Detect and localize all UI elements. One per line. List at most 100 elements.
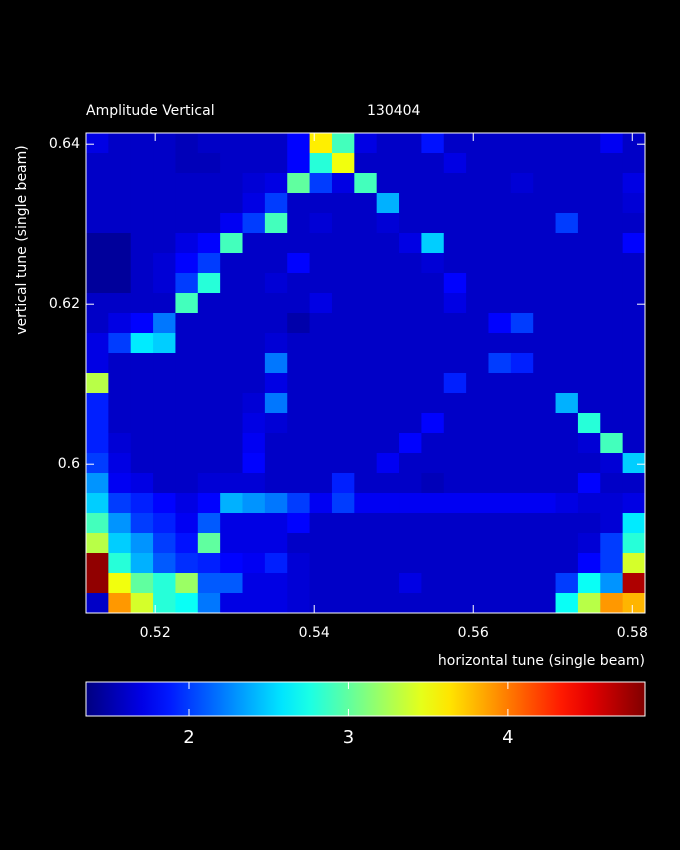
heatmap-cell bbox=[153, 373, 176, 394]
y-axis-label: vertical tune (single beam) bbox=[14, 145, 30, 335]
heatmap-cell bbox=[577, 293, 601, 314]
heatmap-cell bbox=[264, 333, 288, 354]
heatmap-cell bbox=[443, 553, 467, 574]
heatmap-cell bbox=[354, 433, 378, 454]
heatmap-cell bbox=[331, 533, 355, 554]
heatmap-cell bbox=[622, 153, 646, 174]
heatmap-cell bbox=[488, 473, 512, 494]
heatmap-cell bbox=[220, 373, 244, 394]
heatmap-cell bbox=[376, 553, 400, 574]
heatmap-cell bbox=[510, 133, 534, 154]
heatmap-cell bbox=[86, 493, 109, 514]
heatmap-cell bbox=[354, 173, 378, 194]
heatmap-cell bbox=[376, 193, 400, 214]
heatmap-cell bbox=[153, 593, 176, 614]
heatmap-cell bbox=[533, 473, 557, 494]
heatmap-cell bbox=[577, 473, 601, 494]
heatmap-cell bbox=[399, 293, 422, 314]
heatmap-cell bbox=[510, 413, 534, 434]
heatmap-cell bbox=[264, 593, 288, 614]
heatmap-cell bbox=[130, 373, 154, 394]
heatmap-cell bbox=[153, 333, 176, 354]
heatmap-cell bbox=[354, 553, 378, 574]
heatmap-cell bbox=[510, 593, 534, 614]
heatmap-cell bbox=[242, 413, 266, 434]
heatmap-cell bbox=[331, 353, 355, 374]
heatmap-cell bbox=[264, 313, 288, 334]
heatmap-cell bbox=[108, 273, 132, 294]
heatmap-cell bbox=[399, 573, 422, 594]
heatmap-cell bbox=[309, 453, 333, 474]
heatmap-cell bbox=[130, 233, 154, 254]
heatmap-cell bbox=[622, 313, 646, 334]
heatmap-cell bbox=[376, 573, 400, 594]
heatmap-cell bbox=[533, 193, 557, 214]
heatmap-cell bbox=[220, 253, 244, 274]
heatmap-cell bbox=[175, 333, 199, 354]
heatmap-cell bbox=[309, 573, 333, 594]
heatmap-cell bbox=[622, 473, 646, 494]
heatmap-cell bbox=[86, 353, 109, 374]
heatmap-cell bbox=[287, 513, 311, 534]
heatmap-cell bbox=[421, 213, 445, 234]
heatmap-cell bbox=[466, 553, 489, 574]
heatmap-cell bbox=[264, 273, 288, 294]
heatmap-cell bbox=[421, 133, 445, 154]
heatmap-cell bbox=[376, 253, 400, 274]
heatmap-cell bbox=[376, 213, 400, 234]
heatmap-cell bbox=[86, 533, 109, 554]
heatmap-cell bbox=[331, 173, 355, 194]
heatmap-cell bbox=[130, 493, 154, 514]
heatmap-cell bbox=[443, 533, 467, 554]
heatmap-cell bbox=[108, 513, 132, 534]
heatmap-cell bbox=[130, 393, 154, 414]
heatmap-cell bbox=[600, 393, 624, 414]
heatmap-cell bbox=[86, 373, 109, 394]
heatmap-cell bbox=[354, 233, 378, 254]
heatmap-cell bbox=[242, 373, 266, 394]
heatmap-cell bbox=[376, 333, 400, 354]
heatmap-cell bbox=[108, 453, 132, 474]
heatmap-cell bbox=[354, 393, 378, 414]
heatmap-cell bbox=[130, 213, 154, 234]
heatmap-cell bbox=[600, 433, 624, 454]
y-tick-label: 0.6 bbox=[58, 456, 80, 472]
heatmap-cell bbox=[86, 593, 109, 614]
heatmap-cell bbox=[555, 493, 579, 514]
heatmap-cell bbox=[287, 393, 311, 414]
heatmap-cell bbox=[175, 433, 199, 454]
heatmap-cell bbox=[287, 413, 311, 434]
heatmap-cell bbox=[130, 453, 154, 474]
heatmap-cell bbox=[108, 313, 132, 334]
heatmap-cell bbox=[354, 573, 378, 594]
heatmap-cell bbox=[220, 153, 244, 174]
heatmap-cell bbox=[622, 433, 646, 454]
plot-frame bbox=[85, 132, 646, 614]
heatmap-cell bbox=[421, 273, 445, 294]
heatmap-cell bbox=[153, 253, 176, 274]
heatmap-cell bbox=[399, 413, 422, 434]
heatmap-cell bbox=[510, 353, 534, 374]
heatmap-cell bbox=[108, 213, 132, 234]
heatmap-cell bbox=[488, 193, 512, 214]
heatmap-cell bbox=[197, 273, 221, 294]
heatmap-cell bbox=[488, 533, 512, 554]
heatmap-cell bbox=[555, 513, 579, 534]
heatmap-cell bbox=[466, 573, 489, 594]
heatmap-cell bbox=[331, 593, 355, 614]
heatmap-cell bbox=[354, 513, 378, 534]
heatmap-cell bbox=[510, 573, 534, 594]
heatmap-cell bbox=[287, 153, 311, 174]
heatmap-cell bbox=[175, 173, 199, 194]
heatmap-cell bbox=[130, 173, 154, 194]
heatmap-cell bbox=[242, 293, 266, 314]
heatmap-cell bbox=[600, 593, 624, 614]
heatmap-cell bbox=[510, 393, 534, 414]
x-tick-label: 0.54 bbox=[299, 625, 330, 641]
heatmap-cell bbox=[600, 233, 624, 254]
heatmap-cell bbox=[421, 573, 445, 594]
heatmap-cell bbox=[421, 593, 445, 614]
heatmap-cell bbox=[153, 533, 176, 554]
heatmap-cell bbox=[399, 473, 422, 494]
